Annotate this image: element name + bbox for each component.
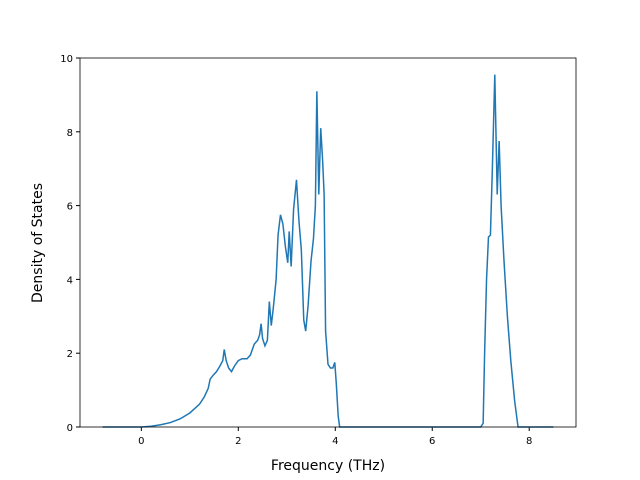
y-axis-label: Density of States [30,183,46,303]
data-line [102,74,554,428]
x-axis-label: Frequency (THz) [271,458,385,474]
y-tick-label: 8 [67,128,73,139]
y-tick-label: 4 [67,275,73,286]
plot-frame [79,57,577,428]
x-tick-label: 6 [429,436,435,447]
x-tick-label: 2 [235,436,241,447]
x-tick-label: 4 [332,436,338,447]
x-tick-label: 8 [526,436,532,447]
y-tick-label: 0 [67,423,73,434]
y-tick-label: 10 [60,54,73,65]
y-tick-label: 6 [67,202,73,213]
x-tick-label: 0 [138,436,144,447]
y-tick-label: 2 [67,349,73,360]
